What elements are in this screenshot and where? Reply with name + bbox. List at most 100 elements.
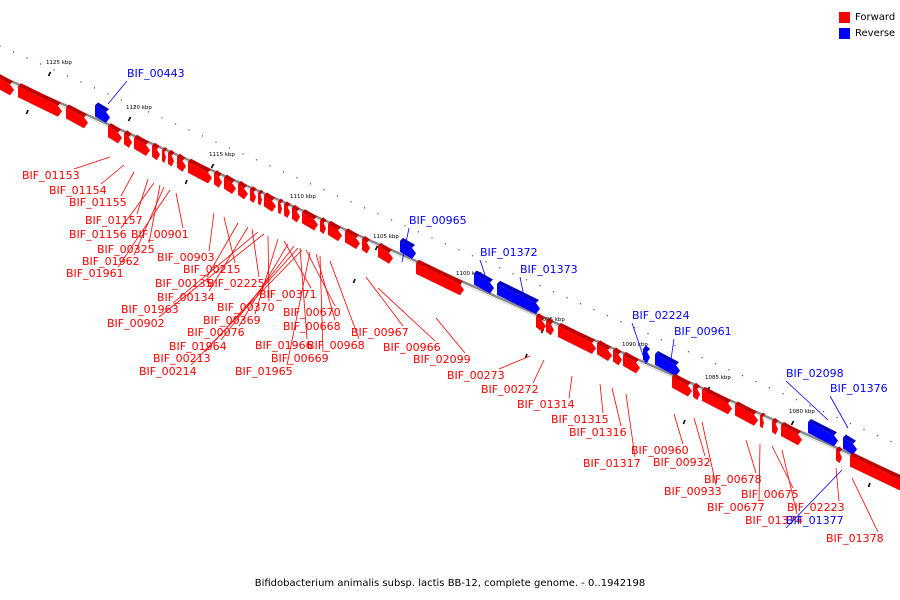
leader-line [254, 238, 279, 315]
gene-arrow [284, 201, 291, 218]
minor-tick [174, 123, 177, 125]
gene-arrow [474, 270, 494, 294]
gene-label-bif-00272: BIF_00272 [481, 359, 545, 396]
minor-tick [485, 261, 487, 263]
gene-label-bif-00961: BIF_00961 [669, 325, 732, 367]
minor-tick [228, 147, 231, 149]
gene-label-bif-01961: BIF_01961 [66, 189, 171, 280]
leader-line [190, 249, 303, 366]
gene-label-bif-01377: BIF_01377 [785, 469, 844, 529]
gene-label-text: BIF_00903 [157, 251, 215, 264]
legend-item-reverse: Reverse [839, 25, 895, 41]
minor-tick [471, 255, 474, 257]
gene-label-bif-00443: BIF_00443 [107, 67, 185, 105]
gene-label-text: BIF_00213 [153, 352, 211, 365]
minor-tick [93, 87, 96, 89]
leader-line [611, 387, 622, 427]
minor-tick [836, 416, 838, 419]
minor-tick [282, 171, 285, 173]
gene-label-text: BIF_00670 [283, 306, 341, 319]
minor-tick [863, 428, 865, 431]
leader-line [519, 276, 527, 307]
gene-label-bif-02225: BIF_02225 [207, 228, 265, 290]
gene-label-text: BIF_01962 [82, 255, 140, 268]
gene-arrow [558, 322, 596, 354]
leader-line [435, 317, 466, 354]
gene-label-text: BIF_01157 [85, 214, 143, 227]
minor-tick [363, 207, 366, 209]
gene-label-text: BIF_01372 [480, 246, 538, 259]
gene-arrow [250, 186, 257, 203]
gene-arrow [850, 452, 900, 491]
gene-arrow [693, 382, 701, 401]
gene-arrow [0, 74, 14, 96]
leader-line [498, 355, 531, 370]
gene-arrow [224, 174, 236, 195]
leader-line [120, 171, 135, 197]
gene-label-bif-00273: BIF_00273 [447, 355, 531, 382]
gene-label-bif-00933: BIF_00933 [664, 421, 722, 498]
gene-label-bif-00901: BIF_00901 [131, 192, 189, 241]
gene-label-text: BIF_02223 [787, 501, 845, 514]
minor-tick [352, 278, 356, 284]
gene-arrow [781, 421, 802, 446]
minor-tick [512, 273, 514, 275]
gene-label-bif-00965: BIF_00965 [401, 214, 467, 263]
leader-line [365, 276, 404, 327]
gene-label-text: BIF_02224 [632, 309, 690, 322]
gene-arrow [264, 192, 276, 212]
genome-caption: Bifidobacterium animalis subsp. lactis B… [254, 578, 646, 589]
scale-label: 1095 kbp [539, 317, 565, 323]
gene-label-bif-00968: BIF_00968 [307, 260, 365, 352]
gene-label-text: BIF_00675 [741, 488, 799, 501]
gene-arrow [258, 189, 264, 206]
gene-label-text: BIF_00677 [707, 501, 765, 514]
gene-arrow [95, 102, 110, 124]
leader-line [319, 255, 324, 353]
gene-label-bif-01154: BIF_01154 [49, 164, 125, 197]
gene-arrow [124, 130, 132, 148]
gene-label-text: BIF_00968 [307, 339, 365, 352]
gene-label-text: BIF_01966 [255, 339, 313, 352]
minor-tick [255, 159, 258, 161]
scale-label: 1100 kbp [456, 271, 482, 277]
leader-line [745, 439, 757, 474]
gene-label-text: BIF_01961 [66, 267, 124, 280]
gene-label-text: BIF_01153 [22, 169, 80, 182]
gene-arrow [66, 104, 88, 129]
gene-label-bif-01317: BIF_01317 [583, 393, 641, 470]
gene-arrow [772, 417, 779, 435]
gene-arrow [177, 153, 186, 172]
minor-tick [188, 129, 190, 131]
leader-line [851, 477, 879, 533]
minor-tick [323, 189, 325, 191]
gene-arrow [655, 351, 680, 377]
gene-label-text: BIF_00134 [157, 291, 215, 304]
leader-line [631, 322, 647, 365]
minor-tick [647, 333, 649, 335]
gene-label-text: BIF_00325 [97, 243, 155, 256]
gene-label-text: BIF_01377 [786, 514, 844, 527]
minor-tick [795, 398, 798, 401]
legend: Forward Reverse [839, 9, 895, 41]
gene-label-text: BIF_00272 [481, 383, 539, 396]
gene-arrow [760, 412, 766, 429]
minor-tick [593, 309, 595, 311]
gene-arrow [108, 123, 122, 144]
gene-arrow [238, 180, 248, 200]
gene-arrow [613, 347, 622, 366]
gene-label-text: BIF_00965 [409, 214, 467, 227]
gene-label-text: BIF_00443 [127, 67, 185, 80]
gene-label-bif-01376: BIF_01376 [829, 382, 888, 429]
gene-label-text: BIF_01965 [235, 365, 293, 378]
gene-label-text: BIF_01315 [551, 413, 609, 426]
gene-arrow [378, 243, 393, 264]
minor-tick [741, 374, 744, 377]
gene-arrow [400, 237, 416, 259]
gene-label-text: BIF_00678 [704, 473, 762, 486]
minor-tick [242, 153, 244, 155]
gene-label-bif-01156: BIF_01156 [69, 182, 155, 241]
gene-label-bif-00371: BIF_00371 [259, 240, 317, 301]
gene-label-text: BIF_00961 [674, 325, 732, 338]
gene-label-bif-00678: BIF_00678 [704, 439, 762, 486]
